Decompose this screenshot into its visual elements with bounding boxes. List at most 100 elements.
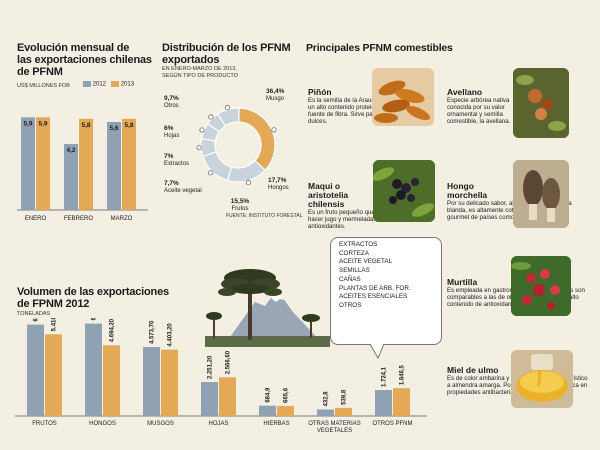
donut-category-label: Aceite vegetal — [164, 188, 202, 194]
volume-bar-2013 — [393, 388, 410, 416]
volume-bar-value: 432,8 — [324, 391, 330, 407]
otros-pfnm-item: PLANTAS DE ARB. FOR. — [339, 284, 411, 292]
volume-bar-2013 — [277, 405, 294, 416]
ground-strip — [205, 336, 330, 347]
volume-category-label: HOJAS — [208, 421, 228, 427]
donut-category-label: Extractos — [164, 161, 189, 167]
donut-marker — [208, 114, 214, 120]
product-hongo-morchella: Hongo morchella Por su delicado sabor, a… — [447, 181, 572, 222]
volume-bar-value: 6.131,90 — [92, 318, 98, 321]
volume-category-label: OTRAS MATERIAS — [308, 421, 361, 427]
product-name: Avellano — [447, 87, 483, 97]
araucaria-tree — [218, 269, 282, 340]
donut-marker — [196, 145, 202, 151]
donut-marker — [224, 104, 230, 111]
volcano-snow-cap — [271, 290, 284, 302]
donut-value-label: 7% — [164, 153, 174, 160]
volume-title-line-1: Volumen de las exportaciones — [17, 286, 169, 298]
legend-swatch-2013 — [111, 81, 120, 87]
volume-chart-title: Volumen de las exportaciones de FPNM 201… — [17, 286, 169, 310]
donut-value-label: 36,4% — [266, 88, 285, 95]
product-description: Es un fruto pequeño que suele utilizarse… — [308, 209, 431, 230]
otros-pfnm-item: OTROS — [339, 301, 362, 309]
volume-bar-value: 539,8 — [342, 389, 348, 405]
volume-category-label: VEGETALES — [317, 428, 352, 434]
product-description: Por su delicado sabor, algo dulce, y su … — [447, 200, 572, 221]
monthly-title-line-1: Evolución mensual de — [17, 42, 130, 54]
otros-pfnm-callout: EXTRACTOS CORTEZA ACEITE VEGETAL SEMILLAS CA… — [330, 237, 442, 345]
donut-chart-title: Distribución de los PFNM exportados — [162, 42, 291, 66]
monthly-legend: 2012 2013 — [83, 81, 134, 88]
donut-title-line-2: exportados — [162, 54, 220, 66]
small-tree-right — [302, 314, 320, 338]
volume-bar-value: 4.573,70 — [150, 320, 156, 344]
product-name: Hongo morchella — [447, 181, 488, 200]
volume-bar-2013 — [335, 407, 352, 416]
donut-slice — [202, 151, 233, 182]
volume-bar-2012 — [317, 409, 334, 416]
volume-bar-2012 — [27, 324, 44, 416]
volume-bar-value: 4.694,20 — [110, 318, 116, 342]
otros-pfnm-list: EXTRACTOS CORTEZA ACEITE VEGETAL SEMILLAS CA… — [339, 241, 433, 311]
donut-category-label: Hojas — [164, 133, 179, 139]
monthly-bar-2012 — [107, 122, 121, 210]
volume-title-line-2: de FPNM 2012 — [17, 298, 90, 310]
donut-category-label: Frutos — [231, 206, 248, 212]
donut-value-label: 6% — [164, 125, 174, 132]
monthly-bar-value: 5,9 — [38, 120, 47, 127]
volume-bar-value: 665,6 — [284, 387, 290, 403]
product-name: Miel de ulmo — [447, 365, 499, 375]
product-name: Murtilla — [447, 277, 478, 287]
morchella-photo — [513, 160, 569, 228]
pinon-photo — [372, 68, 434, 126]
donut-subtitle-line-2: SEGÚN TIPO DE PRODUCTO — [162, 72, 238, 79]
monthly-units-label: US$ MILLONES FOB — [17, 83, 70, 89]
volume-bar-value: 2.251,20 — [208, 355, 214, 379]
avellano-photo — [513, 68, 569, 138]
volume-category-label: HONGOS — [89, 421, 116, 427]
donut-slice — [238, 107, 276, 171]
volume-bar-2012 — [375, 390, 392, 416]
otros-pfnm-item: ACEITE VEGETAL — [339, 258, 393, 266]
donut-slice — [216, 107, 240, 127]
donut-marker — [245, 180, 251, 186]
miel-photo — [511, 350, 573, 408]
monthly-bar-value: 4,2 — [66, 147, 75, 154]
volume-bar-chart: 6.063,50 5.418,00 FRUTOS 6.131,90 4.694,20 HO… — [15, 318, 427, 434]
donut-source: FUENTE: INSTITUTO FORESTAL — [226, 213, 303, 219]
otros-pfnm-item: CORTEZA — [339, 249, 369, 257]
volume-bar-2012 — [85, 323, 102, 416]
product-description: Especie arbórea nativa conocida por su v… — [447, 97, 511, 125]
monthly-bar-2013 — [79, 118, 93, 210]
volume-category-label: FRUTOS — [32, 421, 57, 427]
donut-chart: 36,4%Musgo 17,7%Hongos 15,5%Frutos 7,7%Acei… — [164, 88, 289, 212]
monthly-bar-2012 — [21, 117, 35, 210]
donut-value-label: 9,7% — [164, 95, 179, 102]
volume-bar-2013 — [103, 345, 120, 416]
monthly-category-label: FEBRERO — [64, 216, 93, 222]
donut-marker — [199, 127, 205, 133]
volume-bar-2012 — [143, 347, 160, 416]
products-title: Principales PFNM comestibles — [306, 42, 453, 54]
donut-marker — [271, 127, 277, 133]
product-name: Maqui o aristotelia chilensis — [308, 181, 349, 209]
volume-bar-2013 — [219, 377, 236, 416]
monthly-bar-2013 — [36, 117, 50, 210]
volume-category-label: MUSGOS — [147, 421, 174, 427]
araucaria-landscape-illustration — [205, 269, 330, 347]
product-name: Piñón — [308, 87, 332, 97]
monthly-bar-2012 — [64, 144, 78, 210]
monthly-bar-value: 5,9 — [23, 120, 32, 127]
donut-value-label: 17,7% — [268, 177, 287, 184]
product-pinon: Piñón Es la semilla de la Araucaria arau… — [308, 87, 433, 126]
product-description: Es la semilla de la Araucaria araucana, … — [308, 97, 429, 125]
monthly-bar-value: 5,6 — [109, 125, 118, 132]
monthly-category-label: MARZO — [111, 216, 133, 222]
volume-bar-2013 — [161, 349, 178, 416]
callout-pointer — [369, 344, 385, 360]
murtilla-photo — [511, 256, 571, 316]
otros-pfnm-item: SEMILLAS — [339, 267, 370, 275]
monthly-bar-2013 — [122, 118, 136, 210]
monthly-bar-value: 5,8 — [124, 122, 133, 129]
volume-units-label: TONELADAS — [17, 311, 51, 317]
